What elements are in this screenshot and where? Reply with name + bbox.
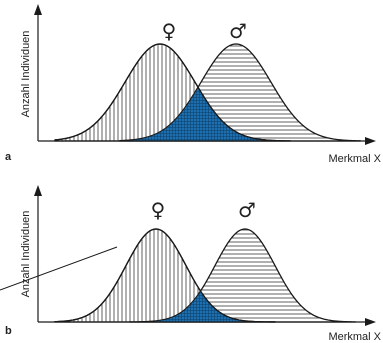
panel-b: Anzahl Individuen Merkmal X b ♀ ♂	[0, 185, 382, 343]
y-axis-label: Anzahl Individuen	[20, 31, 32, 118]
male-symbol: ♂	[238, 198, 256, 222]
female-curve-outline	[54, 43, 291, 142]
male-symbol: ♂	[229, 19, 247, 43]
y-axis-label: Anzahl Individuen	[20, 211, 32, 298]
x-axis-label: Merkmal X	[328, 153, 381, 165]
panel-a: Anzahl Individuen Merkmal X a ♀ ♂	[5, 4, 382, 165]
female-curve-outline	[54, 228, 275, 323]
x-axis-arrow	[365, 318, 376, 326]
x-axis-arrow	[365, 137, 376, 145]
y-axis-arrow	[34, 185, 42, 196]
pointer-line	[0, 246, 118, 291]
female-symbol: ♀	[151, 198, 166, 222]
female-symbol: ♀	[162, 19, 177, 43]
x-axis-label: Merkmal X	[328, 331, 381, 343]
panel-letter: b	[5, 325, 12, 337]
y-axis-arrow	[34, 4, 42, 15]
panel-letter: a	[5, 151, 12, 163]
